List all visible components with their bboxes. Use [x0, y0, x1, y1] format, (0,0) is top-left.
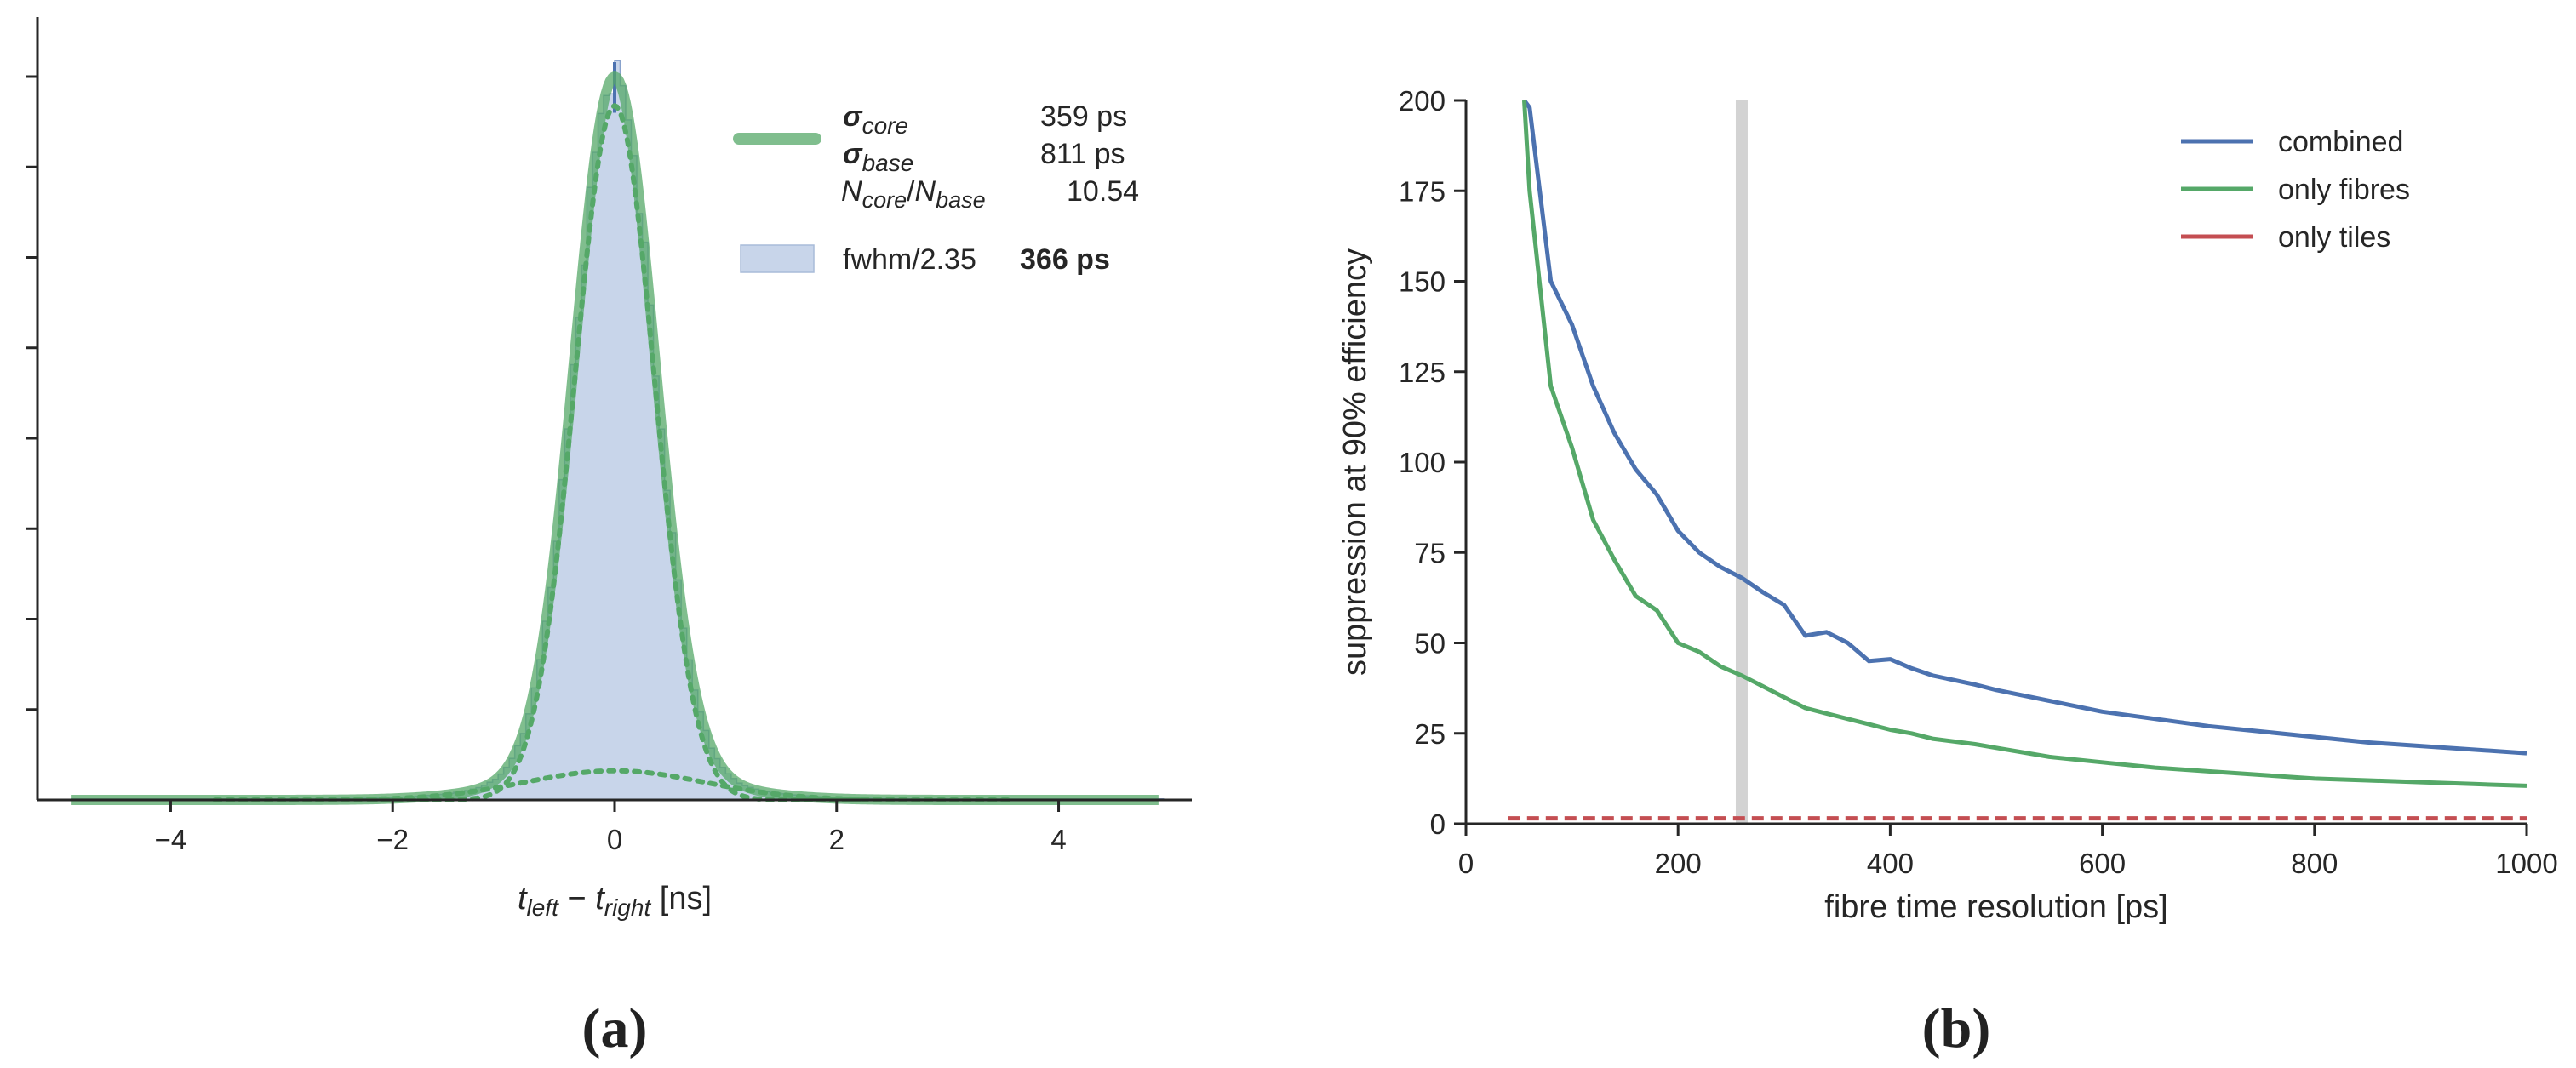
y-tick-label: 200	[1399, 85, 1445, 117]
x-tick-label: 0	[607, 824, 622, 855]
x-tick-label: 2	[829, 824, 844, 855]
panel-a-x-label: tleft − tright [ns]	[518, 881, 712, 921]
legend-sigma-core-label: σcore	[843, 100, 908, 139]
panel-b-y-label: suppression at 90% efficiency	[1337, 248, 1373, 676]
x-tick-label: −2	[376, 824, 409, 855]
panel-b-x-label: fibre time resolution [ps]	[1824, 889, 2167, 925]
y-tick-label: 75	[1414, 537, 1445, 568]
y-tick-label: 100	[1399, 447, 1445, 478]
panel-b-legend: combined only fibres only tiles	[2181, 126, 2410, 254]
y-tick-label: 50	[1414, 628, 1445, 660]
x-tick-label: 4	[1050, 824, 1066, 855]
histogram-fill	[71, 60, 1165, 801]
panel-b-line-chart: 0 25 50 75 100 125 150 175 200 0 200 400 600 800 1000…	[1337, 85, 2558, 1059]
x-tick-label: −4	[155, 824, 187, 855]
x-tick-label: 0	[1458, 848, 1474, 879]
x-tick-label: 400	[1867, 848, 1914, 879]
legend-hist-swatch	[740, 244, 815, 273]
panel-a-y-ticks	[26, 75, 37, 711]
panel-b-y-ticks: 0 25 50 75 100 125 150 175 200	[1399, 85, 1466, 840]
panel-a-legend: σcore 359 ps σbase 811 ps Ncore/Nbase 10…	[733, 100, 1139, 276]
panel-a-x-ticks: −4 −2 0 2 4	[155, 800, 1067, 855]
legend-sigma-base-value: 811 ps	[1040, 138, 1125, 170]
legend-fwhm-value: 366 ps	[1020, 243, 1110, 276]
x-tick-label: 200	[1655, 848, 1702, 879]
series-line-only-fibres	[1522, 100, 2527, 788]
panel-a-caption: (a)	[582, 997, 648, 1059]
legend-ratio-value: 10.54	[1067, 175, 1139, 208]
x-tick-label: 800	[2291, 848, 2338, 879]
legend-only-tiles-label: only tiles	[2278, 221, 2390, 254]
panel-a-plot-area	[67, 60, 1165, 805]
legend-only-fibres-label: only fibres	[2278, 174, 2410, 206]
legend-fwhm-label: fwhm/2.35	[843, 243, 976, 276]
y-tick-label: 150	[1399, 266, 1445, 298]
legend-ratio-label: Ncore/Nbase	[841, 175, 986, 213]
panel-b-plot-area	[1508, 99, 2527, 824]
legend-sigma-base-label: σbase	[843, 138, 913, 176]
y-tick-label: 0	[1430, 808, 1445, 840]
panel-b-x-ticks: 0 200 400 600 800 1000	[1458, 824, 2558, 879]
x-tick-label: 600	[2079, 848, 2126, 879]
series-line-combined	[1522, 99, 2527, 756]
y-tick-label: 125	[1399, 357, 1445, 388]
legend-combined-label: combined	[2278, 126, 2403, 158]
y-tick-label: 175	[1399, 175, 1445, 207]
panel-a-histogram: −4 −2 0 2 4 tleft − tright [ns] σcore 359 ps…	[26, 17, 1192, 1059]
legend-sigma-core-value: 359 ps	[1040, 100, 1127, 133]
y-tick-label: 25	[1414, 718, 1445, 750]
panel-b-caption: (b)	[1922, 997, 1991, 1059]
x-tick-label: 1000	[2495, 848, 2557, 879]
